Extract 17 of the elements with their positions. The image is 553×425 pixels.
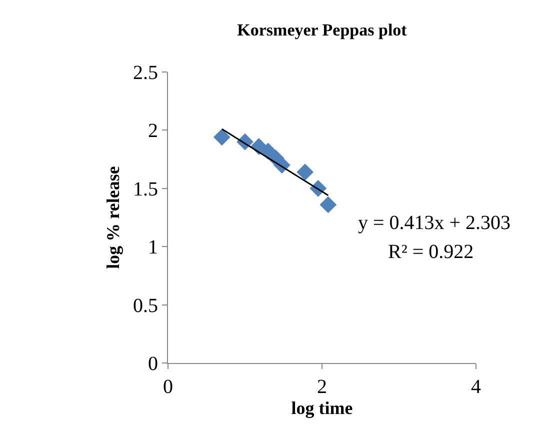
x-tick-label: 0: [163, 376, 173, 398]
annotation: R² = 0.922: [388, 241, 474, 263]
point: [320, 196, 337, 214]
x-axis-title: log time: [291, 398, 353, 418]
y-tick-label: 2.5: [133, 62, 158, 84]
y-tick-label: 1: [148, 236, 158, 259]
y-tick-label: 2: [148, 120, 158, 142]
y-tick-label: 1.5: [133, 178, 158, 200]
y-axis-title: log % release: [103, 166, 124, 269]
x-tick-label: 4: [471, 376, 481, 398]
annotation: y = 0.413x + 2.303: [358, 212, 511, 234]
point: [213, 128, 230, 146]
y-tick-label: 0: [148, 353, 158, 375]
y-tick-label: 0.5: [133, 294, 158, 317]
point: [296, 164, 314, 181]
chart-title: Korsmeyer Peppas plot: [237, 20, 408, 40]
x-tick-label: 2: [317, 376, 327, 398]
